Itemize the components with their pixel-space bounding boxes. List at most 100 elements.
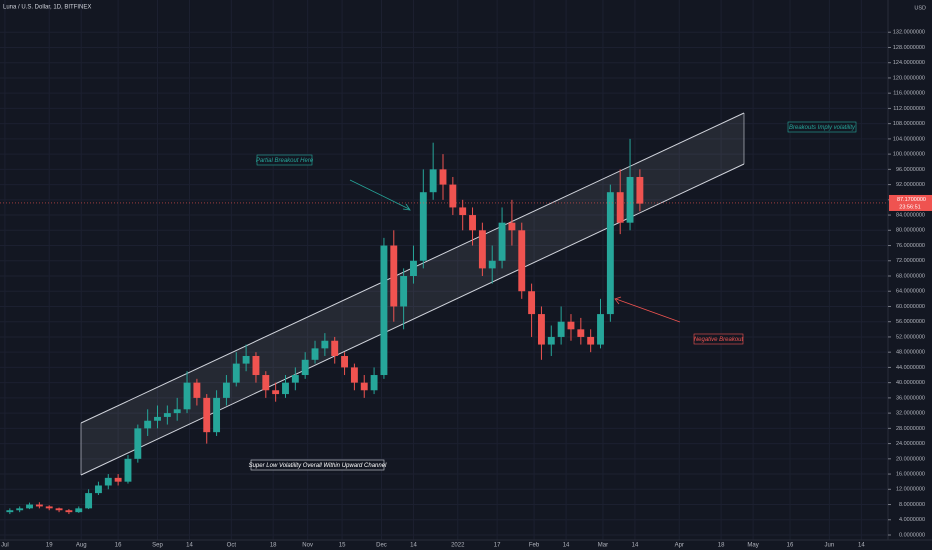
annotation: Breakouts Imply volatility [789, 125, 856, 131]
x-tick-label: Jun [825, 543, 835, 549]
candle-body [311, 348, 319, 360]
candle-body [65, 510, 73, 513]
y-tick-label: 36.0000000 [896, 395, 925, 401]
candle-body [272, 390, 280, 395]
candle-body [114, 477, 122, 482]
y-tick-label: 60.0000000 [896, 304, 925, 310]
y-tick-label: 20.0000000 [896, 456, 925, 462]
x-tick-label: Aug [76, 543, 87, 549]
chart-title: Luna / U.S. Dollar, 1D, BITFINEX [3, 5, 91, 11]
candle-body [203, 397, 211, 433]
candle-body [626, 176, 634, 223]
candle-body [606, 192, 614, 315]
candle-body [26, 504, 33, 509]
candle-body [282, 382, 289, 395]
y-tick-label: 128.0000000 [893, 45, 925, 51]
arrow [349, 179, 410, 210]
y-tick-label: 100.0000000 [893, 152, 925, 158]
last-price-box [889, 194, 932, 211]
candle-body [498, 222, 506, 261]
candle-body [183, 382, 191, 410]
y-tick-label: 72.0000000 [896, 258, 925, 264]
y-tick-label: 108.0000000 [893, 121, 925, 127]
candle-body [587, 336, 595, 345]
candle-body [370, 375, 378, 391]
y-tick-label: 68.0000000 [896, 273, 925, 279]
candle-body [341, 355, 349, 368]
x-tick-label: 14 [410, 543, 417, 549]
candle-body [134, 428, 142, 459]
y-tick-label: 16.0000000 [896, 472, 925, 478]
candle-body [45, 506, 53, 509]
arrow-head [402, 203, 411, 211]
candle-body [478, 230, 486, 269]
annotation: Partial Breakout Here [256, 158, 314, 164]
countdown: 23:56:51 [899, 204, 920, 210]
y-tick-label: 116.0000000 [893, 91, 925, 97]
candle-body [380, 245, 388, 376]
candle-body [55, 508, 63, 511]
y-tick-label: 76.0000000 [896, 243, 925, 249]
candle-body [577, 329, 585, 337]
y-tick-label: 12.0000000 [896, 487, 925, 493]
channel-lower [80, 163, 745, 476]
y-tick-label: 48.0000000 [896, 350, 925, 356]
y-tick-label: 44.0000000 [896, 365, 925, 371]
x-tick-label: 18 [718, 543, 725, 549]
annotation: Super Low Volatility Overall Within Upwa… [249, 463, 387, 469]
x-tick-label: May [747, 543, 758, 549]
candle-body [547, 336, 555, 345]
candle-body [390, 245, 398, 307]
candle-body [35, 504, 43, 507]
annotation: Negative Breakout [694, 337, 744, 343]
candle-body [518, 230, 526, 292]
candle-body [331, 340, 339, 356]
candle-body [350, 367, 358, 383]
currency: USD [914, 5, 926, 11]
x-tick-label: 17 [494, 543, 501, 549]
x-tick-label: 14 [186, 543, 193, 549]
candle-body [262, 375, 270, 391]
candle-body [419, 192, 427, 261]
candle-body [104, 477, 112, 486]
candle-body [124, 458, 132, 482]
y-tick-label: 28.0000000 [896, 426, 925, 432]
x-tick-label: Jul [1, 543, 9, 549]
y-tick-label: 84.0000000 [896, 213, 925, 219]
y-tick-label: 64.0000000 [896, 289, 925, 295]
x-tick-label: 16 [115, 543, 122, 549]
candle-body [94, 485, 102, 494]
candle-body [557, 321, 565, 337]
candle-body [459, 207, 467, 216]
candle-body [410, 260, 417, 276]
arrow-head [614, 296, 622, 305]
x-tick-label: Apr [675, 543, 684, 549]
y-tick-label: 96.0000000 [896, 167, 925, 173]
candle-body [6, 510, 14, 513]
y-tick-label: 120.0000000 [893, 75, 925, 81]
last-price-label: 87.1700000 [897, 197, 926, 203]
x-tick-label: Dec [376, 543, 387, 549]
x-tick-label: Mar [598, 543, 608, 549]
candle-body [429, 169, 437, 193]
candle-body [597, 314, 604, 345]
candle-body [213, 397, 221, 433]
arrow [615, 298, 681, 323]
y-tick-label: 80.0000000 [896, 228, 925, 234]
candle-body [144, 420, 152, 429]
y-tick-label: 8.0000000 [899, 502, 925, 508]
candle-body [537, 314, 545, 345]
y-tick-label: 124.0000000 [893, 60, 925, 66]
annotation-box [693, 333, 744, 345]
candle-body [636, 176, 644, 204]
candle-body [360, 382, 368, 391]
candle-body [449, 184, 457, 208]
y-tick-label: 0.0000000 [899, 532, 925, 538]
y-tick-label: 32.0000000 [896, 411, 925, 417]
annotation-box [250, 459, 385, 471]
x-tick-label: 18 [270, 543, 277, 549]
x-tick-label: 14 [632, 543, 639, 549]
